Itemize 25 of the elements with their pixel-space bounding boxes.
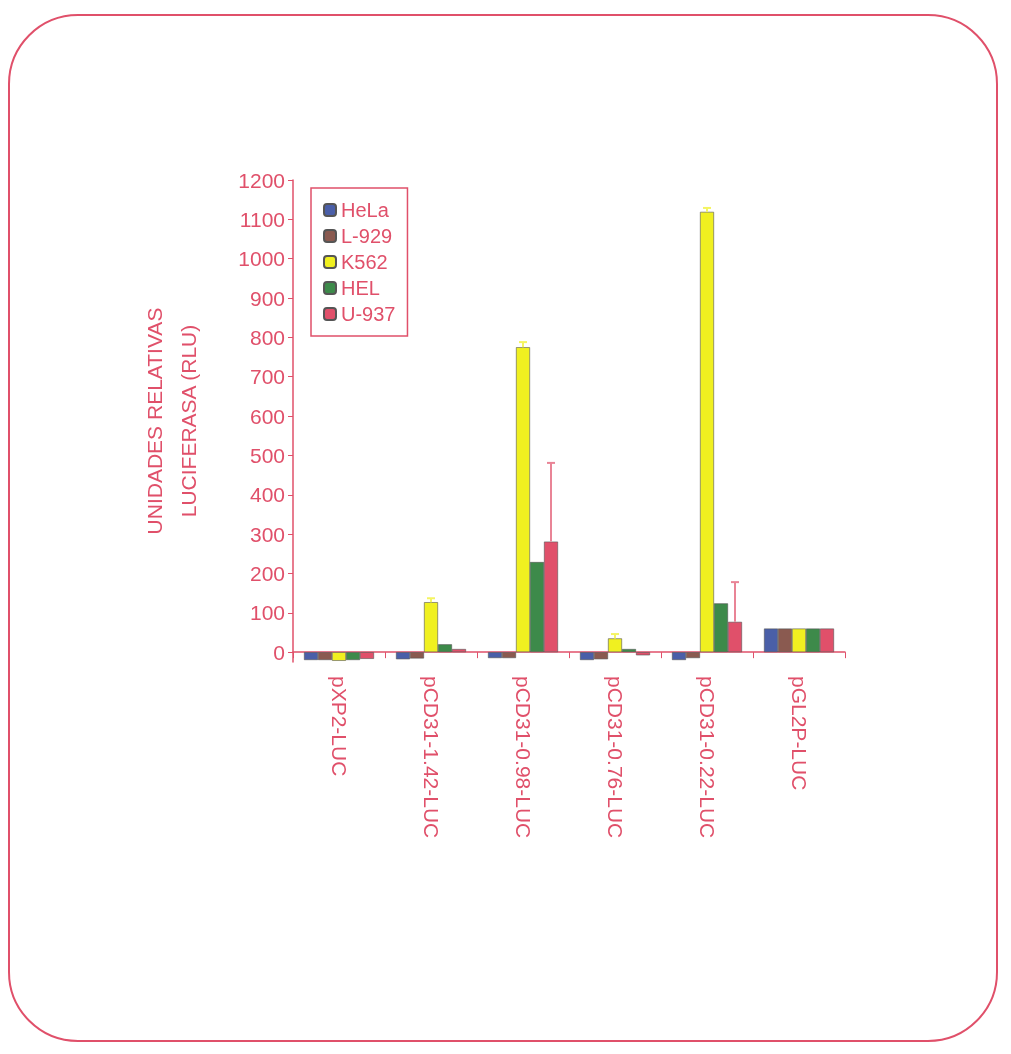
y-tick-label: 500 (249, 443, 285, 467)
y-tick-label: 600 (249, 404, 285, 428)
x-tick-label: pGL2P-LUC (787, 676, 811, 791)
legend-label: HeLa (341, 199, 390, 221)
legend-label: HEL (341, 277, 380, 299)
y-tick-label: 1100 (239, 207, 285, 231)
x-tick-label: pXP2-LUC (327, 676, 351, 777)
y-tick-label: 100 (249, 601, 285, 625)
y-tick-label: 200 (249, 561, 285, 585)
y-tick-label: 900 (249, 286, 285, 310)
legend-label: U-937 (341, 303, 396, 325)
x-tick-label: pCD31-1.42-LUC (419, 676, 443, 839)
y-tick-label: 1000 (238, 247, 285, 271)
x-tick-label: pCD31-0.98-LUC (511, 676, 535, 839)
y-tick-label: 0 (273, 640, 285, 664)
x-tick-label: pCD31-0.76-LUC (603, 676, 627, 839)
y-tick-label: 1200 (238, 168, 285, 192)
y-axis-title: UNIDADES RELATIVAS LUCIFERASA (RLU) (142, 307, 200, 535)
y-tick-label: 300 (249, 522, 285, 546)
y-tick-label: 700 (249, 365, 285, 389)
legend-label: K562 (341, 251, 388, 273)
y-tick-label: 800 (249, 325, 285, 349)
legend-label: L-929 (341, 225, 393, 247)
x-tick-label: pCD31-0.22-LUC (695, 676, 719, 839)
y-tick-label: 400 (249, 483, 285, 507)
